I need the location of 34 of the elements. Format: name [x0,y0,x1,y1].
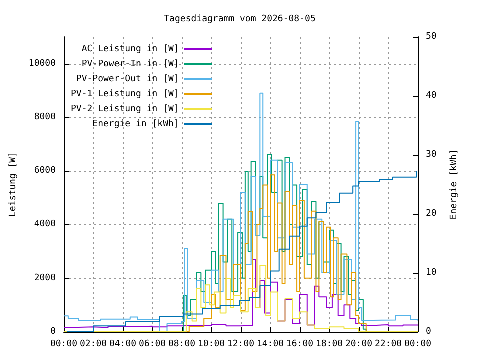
x-tick-label: 10:00 [198,340,226,350]
y-tick-label: 8000 [34,112,56,122]
y-tick-label: 6000 [34,166,56,176]
x-tick-label: 00:00 [404,340,432,350]
y-tick-label: 10000 [28,58,56,69]
y2-tick-label: 50 [426,32,437,42]
y2-tick-label: 0 [426,327,432,337]
legend-label: PV-1 Leistung in [W] [70,90,180,100]
y2-tick-label: 40 [426,91,437,101]
x-tick-label: 00:00 [50,340,78,350]
chart-title: Tagesdiagramm vom 2026-08-05 [164,14,316,24]
legend-label: AC Leistung in [W] [82,44,180,54]
y2-tick-label: 10 [426,268,437,278]
y2-axis-title: Energie [kWh] [450,149,460,220]
x-tick-label: 14:00 [256,340,284,350]
x-tick-label: 12:00 [227,340,255,350]
x-tick-label: 18:00 [316,340,344,350]
x-tick-label: 16:00 [286,340,314,350]
y-tick-label: 0 [50,327,56,337]
x-tick-label: 04:00 [109,340,137,350]
y2-tick-label: 30 [426,150,437,160]
x-tick-label: 20:00 [345,340,373,350]
x-tick-label: 08:00 [168,340,196,350]
y2-tick-label: 20 [426,209,437,219]
legend-label: PV-Power-In in [W] [82,60,180,70]
x-tick-label: 06:00 [138,340,166,350]
legend-label: Energie in [kWh] [92,120,180,130]
x-tick-label: 02:00 [80,340,108,350]
y-tick-label: 2000 [34,273,56,284]
legend-label: PV-Power-Out in [W] [76,74,180,84]
legend-label: PV-2 Leistung in [W] [70,104,180,114]
y-axis-title: Leistung [W] [8,152,19,218]
x-tick-label: 22:00 [374,340,402,350]
y-tick-label: 4000 [34,220,56,230]
